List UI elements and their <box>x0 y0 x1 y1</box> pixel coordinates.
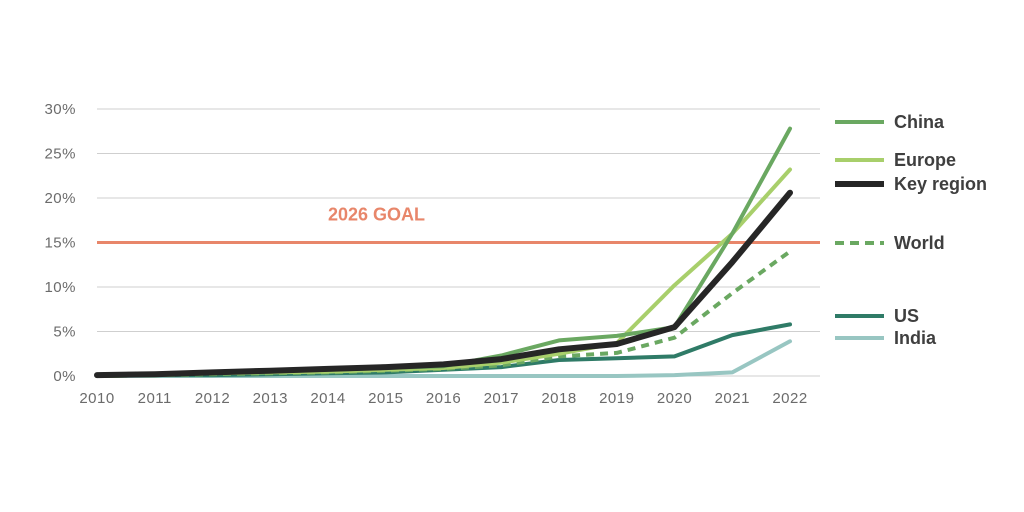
y-tick-label: 5% <box>53 324 76 341</box>
x-tick-label: 2021 <box>715 390 750 407</box>
x-tick-label: 2012 <box>195 390 230 407</box>
y-axis: 0% 5% 10% 15% 20% 25% 30% <box>44 101 76 385</box>
legend-label: China <box>894 112 945 132</box>
x-axis: 2010 2011 2012 2013 2014 2015 2016 2017 2018 2019… <box>79 390 807 407</box>
y-tick-label: 10% <box>44 279 76 296</box>
legend-label: Europe <box>894 150 956 170</box>
x-tick-label: 2022 <box>772 390 807 407</box>
series-lines <box>94 126 793 379</box>
x-tick-label: 2016 <box>426 390 461 407</box>
x-tick-label: 2010 <box>79 390 114 407</box>
x-tick-label: 2011 <box>138 390 172 407</box>
legend-label: Key region <box>894 174 987 194</box>
x-tick-label: 2019 <box>599 390 634 407</box>
series-line-china <box>95 126 792 378</box>
x-tick-label: 2013 <box>253 390 288 407</box>
y-tick-label: 30% <box>44 101 76 118</box>
series-line-europe <box>95 167 792 378</box>
goal-line-group: 2026 GOAL <box>97 205 820 244</box>
y-tick-label: 0% <box>53 368 76 385</box>
y-tick-label: 25% <box>44 146 76 163</box>
x-tick-label: 2015 <box>368 390 403 407</box>
legend-label: World <box>894 233 945 253</box>
legend-label: US <box>894 306 919 326</box>
y-tick-label: 20% <box>44 190 76 207</box>
x-tick-label: 2018 <box>541 390 576 407</box>
series-line-key-region <box>94 189 793 379</box>
x-tick-label: 2020 <box>657 390 692 407</box>
y-tick-label: 15% <box>44 235 76 252</box>
x-tick-label: 2017 <box>484 390 519 407</box>
x-tick-label: 2014 <box>310 390 345 407</box>
goal-label: 2026 GOAL <box>328 205 425 225</box>
legend-label: India <box>894 328 937 348</box>
